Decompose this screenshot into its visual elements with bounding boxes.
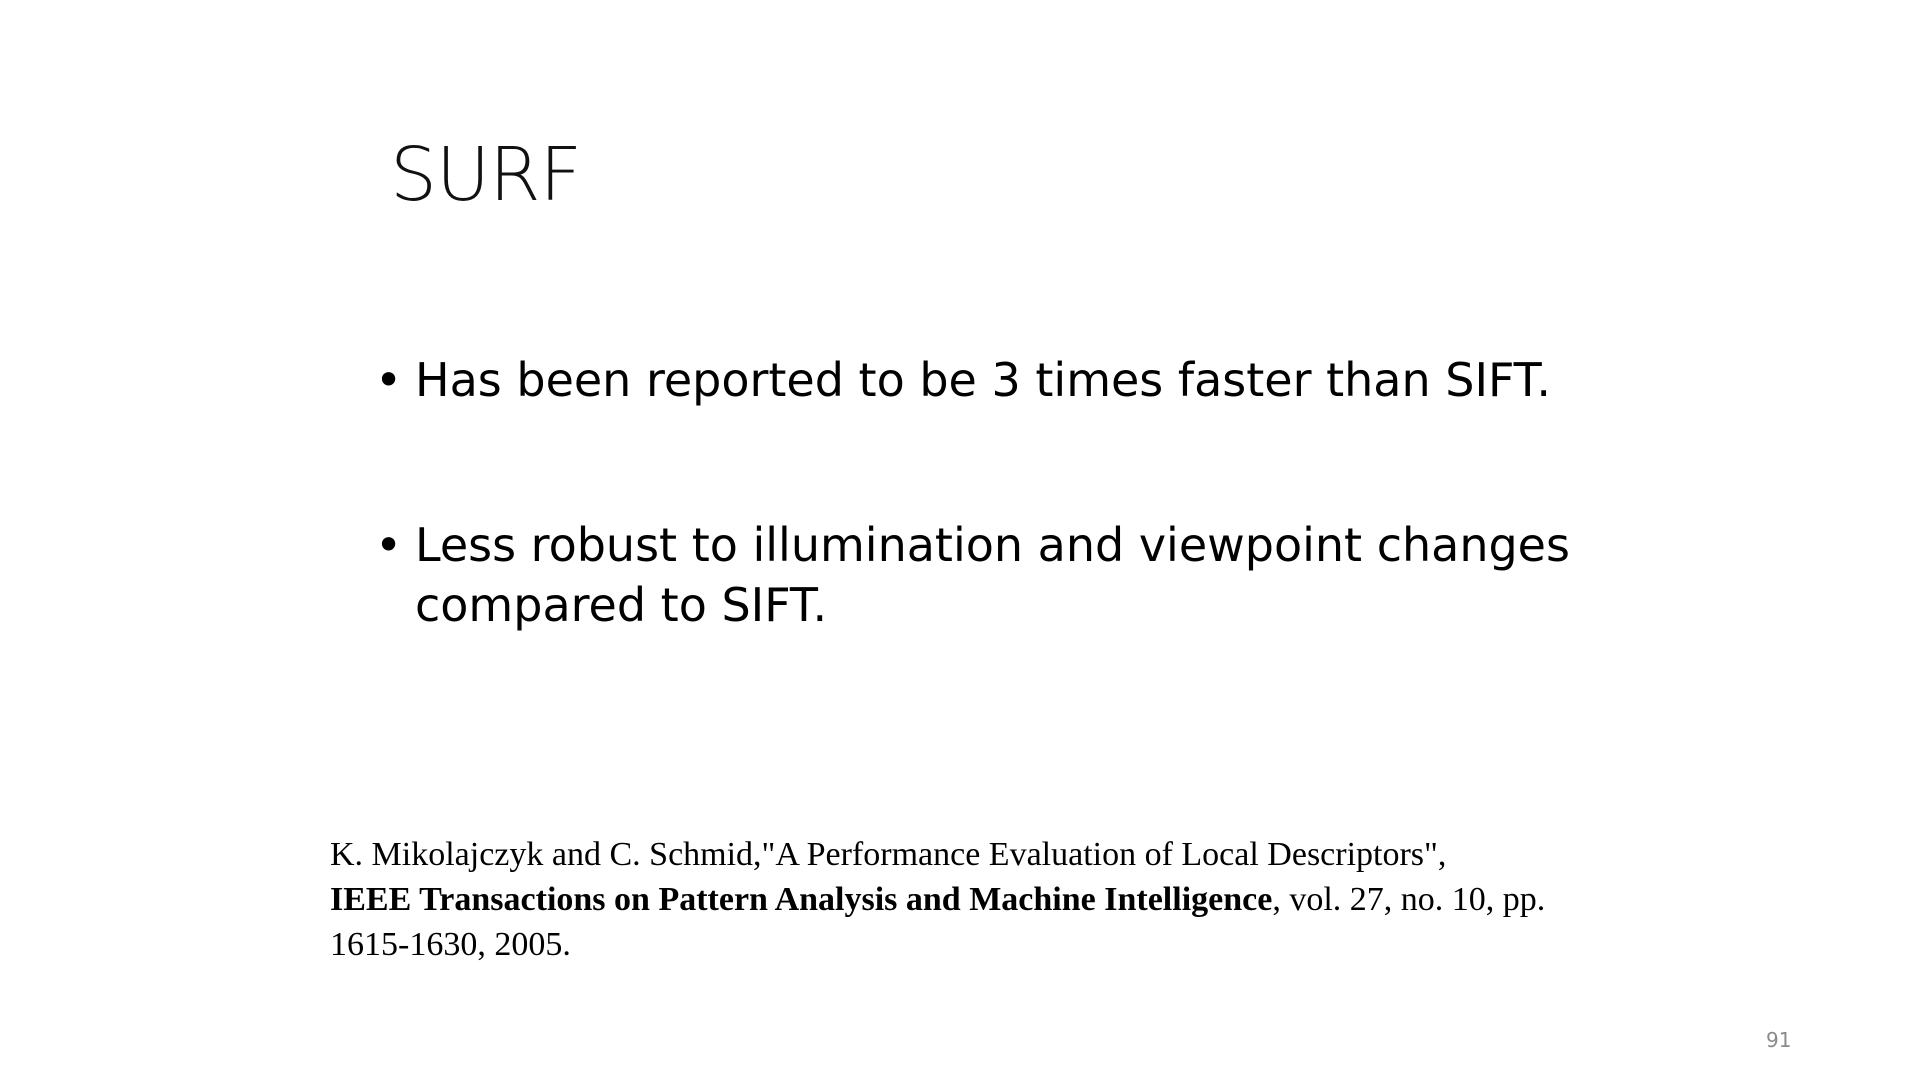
bullet-item: • Less robust to illumination and viewpo… [375, 515, 1635, 635]
slide-title: SURF [390, 132, 582, 218]
bullet-list: • Has been reported to be 3 times faster… [375, 350, 1635, 740]
page-number: 91 [1766, 1028, 1792, 1052]
reference-citation: K. Mikolajczyk and C. Schmid,"A Performa… [330, 832, 1630, 967]
reference-details: , vol. 27, no. 10, pp. 1615-1630, 2005. [330, 881, 1546, 963]
bullet-text: Has been reported to be 3 times faster t… [415, 353, 1551, 407]
bullet-item: • Has been reported to be 3 times faster… [375, 350, 1635, 410]
bullet-text: Less robust to illumination and viewpoin… [415, 518, 1570, 632]
bullet-marker: • [375, 518, 403, 572]
reference-journal: IEEE Transactions on Pattern Analysis an… [330, 881, 1273, 918]
reference-authors-title: K. Mikolajczyk and C. Schmid,"A Performa… [330, 836, 1447, 873]
bullet-marker: • [375, 353, 403, 407]
